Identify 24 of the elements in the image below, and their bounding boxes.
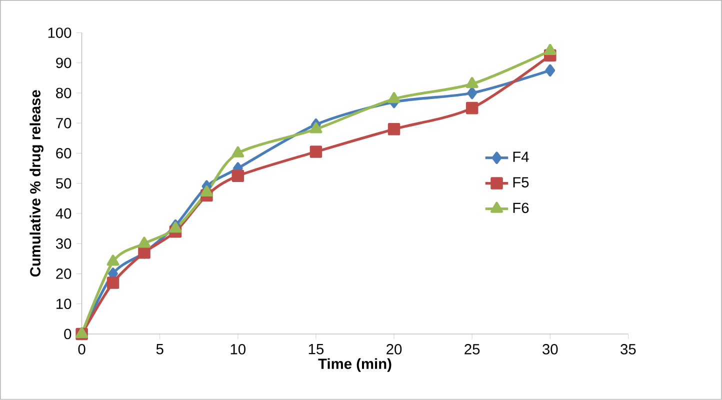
x-axis-title: Time (min): [318, 358, 392, 372]
y-tick-label: 10: [56, 298, 72, 310]
x-tick-label: 30: [542, 344, 558, 355]
x-tick-label: 20: [386, 344, 402, 355]
x-tick-label: 35: [620, 344, 636, 355]
legend-label: F4: [513, 152, 529, 162]
y-tick-label: 30: [56, 238, 72, 249]
x-tick-label: 25: [464, 344, 480, 355]
y-tick-label: 70: [56, 118, 72, 128]
legend-label: F5: [513, 177, 529, 188]
y-tick-label: 100: [48, 28, 72, 38]
y-tick-label: 40: [56, 208, 72, 219]
x-tick-label: 0: [78, 344, 86, 355]
legend-label: F6: [513, 202, 529, 214]
y-tick-label: 80: [56, 88, 72, 98]
y-tick-label: 60: [56, 148, 72, 159]
x-tick-label: 5: [156, 344, 164, 354]
x-tick-label: 10: [230, 344, 246, 355]
y-tick-label: 20: [56, 268, 72, 280]
y-axis-title: Cumulative % drug release: [30, 90, 44, 277]
y-tick-label: 90: [56, 58, 72, 68]
y-tick-label: 0: [64, 328, 72, 340]
y-tick-label: 50: [56, 178, 72, 189]
x-tick-label: 15: [308, 344, 324, 354]
